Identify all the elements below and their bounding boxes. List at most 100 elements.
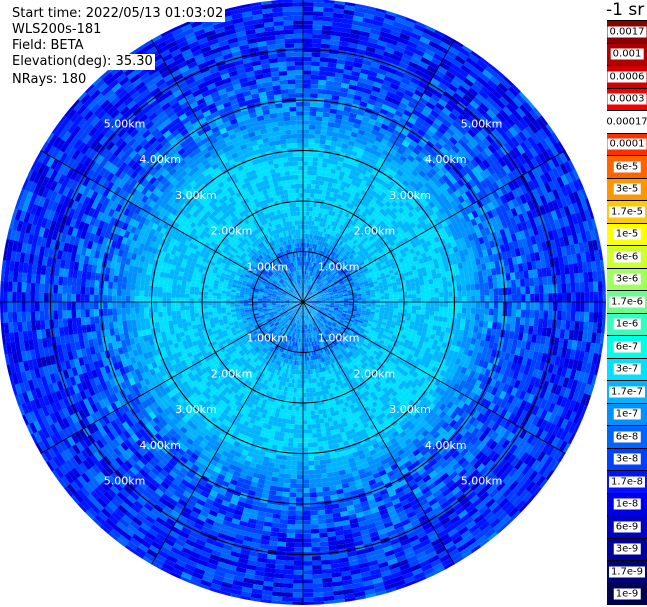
range-gate-cell xyxy=(277,181,283,187)
range-gate-cell xyxy=(303,306,305,311)
range-gate-cell xyxy=(307,298,312,301)
range-gate-cell xyxy=(310,276,313,281)
range-gate-cell xyxy=(357,297,363,301)
range-gate-cell xyxy=(307,275,310,280)
range-gate-cell xyxy=(303,183,308,189)
range-gate-cell xyxy=(325,295,330,298)
range-gate-cell xyxy=(325,302,331,304)
range-gate-cell xyxy=(293,281,296,286)
range-gate-cell xyxy=(320,306,325,309)
range-gate-cell xyxy=(185,285,191,291)
range-gate-cell xyxy=(300,306,303,311)
range-gate-cell xyxy=(305,360,308,366)
range-gate-cell xyxy=(300,379,303,384)
range-gate-cell xyxy=(295,193,300,198)
range-gate-cell xyxy=(312,311,316,316)
range-gate-cell xyxy=(393,292,399,296)
range-gate-cell xyxy=(300,293,302,298)
range-gate-cell xyxy=(309,291,313,296)
range-gate-cell xyxy=(290,305,295,308)
range-gate-cell xyxy=(295,309,298,314)
range-gate-cell xyxy=(312,311,317,316)
range-gate-cell xyxy=(308,309,311,314)
range-gate-cell xyxy=(217,310,222,314)
range-gate-cell xyxy=(308,280,310,285)
range-gate-cell xyxy=(203,291,209,296)
range-gate-cell xyxy=(304,256,307,262)
range-gate-cell xyxy=(292,286,296,291)
range-gate-cell xyxy=(425,288,430,294)
range-gate-cell xyxy=(316,303,322,305)
range-gate-cell xyxy=(310,293,314,297)
range-gate-cell xyxy=(312,288,316,293)
range-gate-cell xyxy=(285,303,290,306)
range-gate-cell xyxy=(298,279,300,285)
range-gate-cell xyxy=(311,298,317,300)
range-gate-cell xyxy=(416,293,422,299)
range-gate-cell xyxy=(319,308,325,311)
range-gate-cell xyxy=(398,305,403,309)
range-gate-cell xyxy=(310,410,315,416)
range-gate-cell xyxy=(305,365,308,371)
range-gate-cell xyxy=(314,410,319,415)
range-gate-cell xyxy=(303,224,306,230)
range-gate-cell xyxy=(235,306,240,310)
range-gate-cell xyxy=(292,307,296,311)
range-gate-cell xyxy=(175,293,181,298)
range-gate-cell xyxy=(282,185,288,191)
range-gate-cell xyxy=(306,315,308,320)
range-gate-cell xyxy=(280,306,286,309)
range-gate-cell xyxy=(297,215,301,221)
range-gate-cell xyxy=(315,306,321,309)
range-gate-cell xyxy=(303,293,305,298)
range-gate-cell xyxy=(393,305,399,309)
range-gate-cell xyxy=(379,307,385,311)
range-gate-cell xyxy=(316,314,320,318)
range-gate-cell xyxy=(397,288,403,293)
range-gate-cell xyxy=(290,304,295,307)
range-gate-cell xyxy=(312,288,317,293)
range-gate-cell xyxy=(293,291,297,296)
range-gate-cell xyxy=(312,317,316,322)
range-gate-cell xyxy=(294,303,299,305)
range-gate-cell xyxy=(230,304,235,308)
range-gate-cell xyxy=(304,306,307,311)
range-gate-cell xyxy=(291,410,296,416)
range-gate-cell xyxy=(305,379,309,384)
range-gate-cell xyxy=(314,414,320,420)
range-gate-cell xyxy=(421,302,426,307)
range-gate-cell xyxy=(285,297,290,300)
range-gate-cell xyxy=(308,319,310,324)
range-gate-cell xyxy=(310,313,314,318)
range-gate-cell xyxy=(320,304,326,306)
range-gate-cell xyxy=(307,303,312,305)
backscatter-field xyxy=(0,0,606,605)
range-gate-cell xyxy=(304,288,306,293)
range-gate-cell xyxy=(299,293,302,298)
range-gate-cell xyxy=(301,293,303,298)
range-gate-cell xyxy=(317,318,322,323)
range-gate-cell xyxy=(306,415,312,421)
range-gate-cell xyxy=(310,293,314,297)
range-gate-cell xyxy=(285,295,291,298)
range-gate-cell xyxy=(289,298,295,300)
range-gate-cell xyxy=(320,307,325,310)
range-gate-cell xyxy=(307,302,312,305)
range-gate-cell xyxy=(294,224,298,230)
range-gate-cell xyxy=(314,291,319,295)
range-gate-cell xyxy=(312,300,317,302)
range-gate-cell xyxy=(307,324,310,329)
range-gate-cell xyxy=(315,285,320,290)
range-gate-cell xyxy=(203,308,209,313)
range-gate-cell xyxy=(316,300,322,302)
range-gate-cell xyxy=(291,294,296,297)
range-gate-cell xyxy=(310,323,313,328)
range-gate-cell xyxy=(323,417,329,423)
range-gate-cell xyxy=(307,319,310,325)
range-gate-cell xyxy=(176,314,182,320)
range-gate-cell xyxy=(321,286,327,290)
range-gate-cell xyxy=(319,316,324,321)
range-gate-cell xyxy=(319,283,324,288)
range-gate-cell xyxy=(306,211,310,216)
range-gate-cell xyxy=(285,297,290,299)
